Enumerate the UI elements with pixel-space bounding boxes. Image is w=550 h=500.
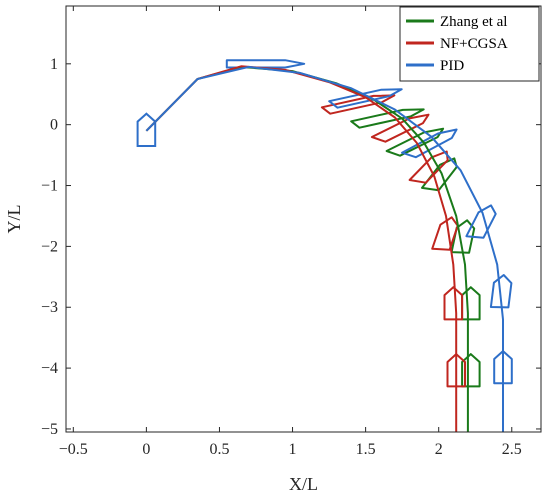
series-line-pid: [145, 65, 504, 432]
ship-outline-nf-cgsa-5: [446, 353, 466, 388]
trajectory-lines: [145, 65, 504, 432]
ship-outline-zhang-et-al-0: [350, 108, 425, 129]
y-tick-label: −3: [41, 299, 58, 316]
ship-outline-nf-cgsa-3: [431, 216, 459, 251]
ship-outline-zhang-et-al-5: [461, 353, 481, 388]
y-tick-label: −4: [41, 360, 58, 377]
y-tick-label: −2: [41, 238, 58, 255]
ship-outline-pid-5: [493, 350, 513, 385]
ship-outline-pid-0: [225, 59, 306, 69]
ship-outline-zhang-et-al-2: [421, 157, 458, 192]
ship-outline-pid-1: [328, 88, 403, 109]
ship-outline-zhang-et-al-4: [461, 286, 481, 321]
y-tick-label: −5: [41, 421, 58, 438]
axes-box: [65, 5, 542, 433]
ship-outline-nf-cgsa-1: [370, 113, 430, 143]
ship-outlines: [136, 59, 513, 388]
initial-ship-outline: [136, 112, 157, 147]
x-axis-label: X/L: [289, 474, 318, 494]
ship-outline-pid-3: [465, 204, 497, 239]
y-tick-label: −1: [41, 178, 58, 195]
x-tick-label: 1: [289, 441, 297, 458]
y-tick-label: 1: [50, 56, 58, 73]
x-tick-label: −0.5: [59, 441, 88, 458]
legend-label-pid: PID: [440, 58, 464, 74]
x-tick-label: 0: [142, 441, 150, 458]
x-tick-label: 2: [435, 441, 443, 458]
axis-ticks: −0.5 0 0.5 1 1.5 2 2.5 1 0 −1 −2 −3 −4 −5: [41, 6, 541, 458]
y-axis-label: Y/L: [4, 205, 24, 234]
legend-label-nf-cgsa: NF+CGSA: [440, 36, 508, 52]
series-line-zhang-et-al: [145, 65, 469, 432]
x-tick-label: 0.5: [209, 441, 229, 458]
ship-outline-pid-4: [489, 274, 513, 309]
ship-outline-nf-cgsa-4: [443, 286, 464, 321]
x-tick-label: 1.5: [356, 441, 376, 458]
y-tick-label: 0: [50, 117, 58, 134]
x-tick-label: 2.5: [502, 441, 522, 458]
legend-label-zhang-et-al: Zhang et al: [440, 14, 507, 30]
legend: Zhang et al NF+CGSA PID: [399, 6, 540, 82]
